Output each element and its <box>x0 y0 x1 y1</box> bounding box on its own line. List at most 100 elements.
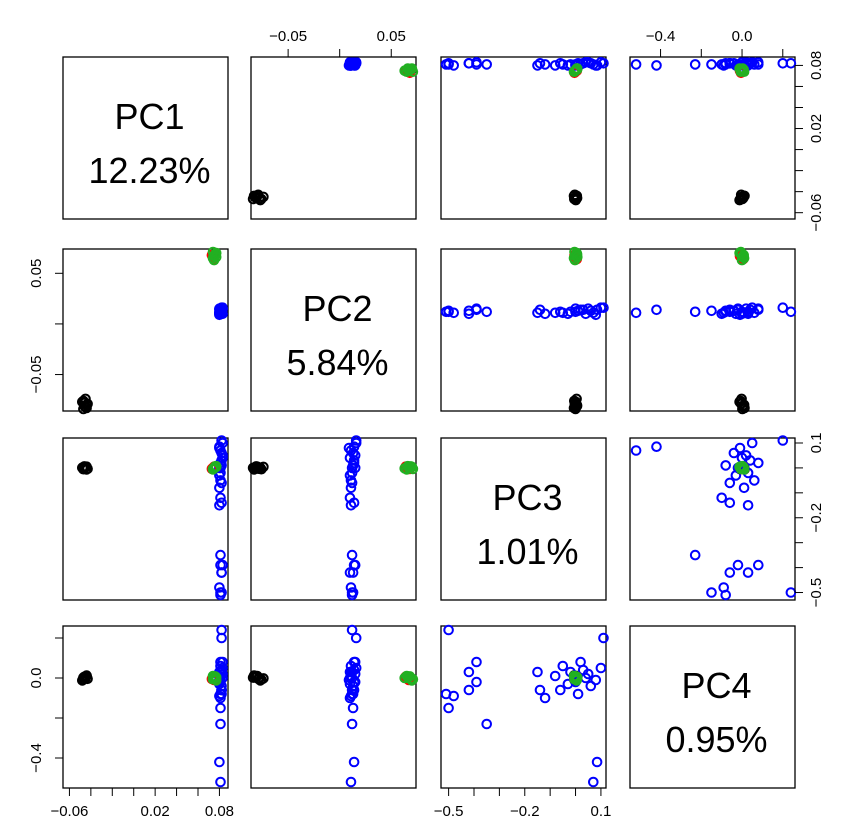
data-point-g1-p16 <box>534 58 546 69</box>
tick-label: −0.05 <box>28 356 45 394</box>
data-point-g1-p12 <box>216 477 227 489</box>
data-point-g1-p27 <box>345 582 357 593</box>
data-point-g0-p9 <box>737 193 748 205</box>
data-point-g1-p18 <box>481 59 493 70</box>
data-point-g1-p29 <box>471 304 482 316</box>
y-axis-pc4: −0.4 0.0 <box>28 637 64 773</box>
data-point-g1-p25 <box>598 632 609 644</box>
panel-frame <box>250 56 417 220</box>
data-point-g1-p15 <box>539 692 551 704</box>
tick-label: 0.1 <box>808 433 825 454</box>
data-point-g1-p18 <box>689 59 701 70</box>
data-point-g0-p9 <box>247 672 259 683</box>
tick-label: 0.08 <box>808 51 825 80</box>
data-point-g0-p8 <box>258 461 269 473</box>
data-point-g1-p28 <box>724 567 736 578</box>
data-point-g1-p12 <box>555 306 566 318</box>
data-point-g1-p16 <box>534 684 546 696</box>
data-point-g1-p18 <box>481 306 493 318</box>
data-point-g1-p29 <box>215 559 226 571</box>
data-point-g1-p17 <box>532 60 543 71</box>
data-point-g1-p27 <box>214 690 225 702</box>
data-point-g0-p9 <box>78 403 89 415</box>
data-point-g1-p24 <box>588 59 599 70</box>
data-point-g1-p11 <box>575 656 586 668</box>
data-point-g1-p18 <box>689 549 701 561</box>
data-point-g1-p29 <box>732 559 744 571</box>
diagonal-variable-name: PC3 <box>492 477 562 518</box>
data-point-g1-p10 <box>549 60 561 71</box>
y-axis-pc3: −0.5 −0.2 0.1 <box>794 433 825 608</box>
data-point-g1-p21 <box>706 587 717 598</box>
data-point-g1-p29 <box>471 59 482 70</box>
panel-pc3-pc4 <box>629 435 797 601</box>
data-point-g1-p18 <box>689 306 701 318</box>
data-point-g1-p17 <box>532 666 543 678</box>
tick-label: −0.4 <box>28 743 45 773</box>
data-point-g1-p25 <box>216 632 227 644</box>
panel-pc1-pc2 <box>247 56 419 220</box>
tick-label: −0.5 <box>808 578 825 608</box>
data-point-g1-p27 <box>448 60 460 71</box>
diagonal-variance-percent: 5.84% <box>286 342 388 383</box>
data-point-g1-p12 <box>555 684 566 696</box>
data-point-g1-p25 <box>598 58 609 69</box>
data-point-g3-p7 <box>210 460 222 472</box>
data-point-g1-p19 <box>471 656 482 668</box>
data-point-g1-p5 <box>572 688 584 700</box>
tick-label: −0.05 <box>269 28 307 45</box>
data-point-g1-p10 <box>549 307 561 319</box>
data-point-g1-p29 <box>471 676 482 688</box>
tick-label: 0.0 <box>732 28 753 45</box>
tick-label: −0.5 <box>434 803 464 820</box>
panel-frame <box>62 437 229 601</box>
data-point-g1-p21 <box>215 702 226 714</box>
data-point-g1-p17 <box>742 500 754 511</box>
data-point-g1-p4 <box>749 475 760 486</box>
data-point-g1-p19 <box>753 57 764 68</box>
tick-label: 0.05 <box>28 259 45 288</box>
panel-frame <box>440 625 607 789</box>
panel-pc4-pc3 <box>440 624 609 789</box>
diagonal-variance-percent: 1.01% <box>476 531 578 572</box>
tick-label: 0.0 <box>28 668 45 689</box>
data-point-g1-p27 <box>718 307 730 319</box>
data-point-g1-p29 <box>732 304 744 316</box>
data-point-g1-p27 <box>214 582 225 593</box>
data-point-g3-p6 <box>569 246 580 258</box>
panel-pc4-pc1 <box>62 624 229 789</box>
data-point-g0-p8 <box>258 673 269 684</box>
data-point-g1-p10 <box>214 482 225 494</box>
data-point-g0-p8 <box>736 393 747 405</box>
panel-frame <box>440 437 607 601</box>
panel-frame <box>440 56 607 220</box>
panel-pc3-pc1 <box>62 435 229 601</box>
data-point-g3-p7 <box>210 251 222 263</box>
data-point-g0-p9 <box>570 193 581 205</box>
panel-pc2-pc1 <box>62 246 229 415</box>
data-point-g3-p6 <box>735 246 747 258</box>
data-point-g1-p20 <box>742 567 754 578</box>
data-point-g1-p6 <box>734 442 746 454</box>
data-point-g1-p7 <box>746 437 758 449</box>
data-point-g1-p27 <box>448 690 460 702</box>
data-point-g1-p9 <box>728 447 740 459</box>
panel-pc2-pc3 <box>440 246 609 415</box>
data-point-g0-p9 <box>78 672 89 683</box>
data-point-g1-p29 <box>348 559 360 571</box>
data-point-g1-p23 <box>651 60 662 71</box>
data-point-g1-p23 <box>651 441 662 453</box>
data-point-g3-p7 <box>402 672 414 683</box>
data-point-g1-p23 <box>214 756 225 768</box>
data-point-g1-p24 <box>345 445 357 456</box>
data-point-g1-p14 <box>349 462 361 474</box>
data-point-g1-p18 <box>346 718 358 730</box>
data-point-g1-p17 <box>345 500 357 511</box>
data-point-g1-p29 <box>215 304 226 316</box>
data-point-g1-p27 <box>718 60 730 71</box>
data-point-g1-p25 <box>777 302 789 314</box>
data-point-g1-p25 <box>777 435 789 446</box>
data-point-g1-p21 <box>443 702 454 714</box>
data-point-g1-p24 <box>630 445 642 456</box>
data-point-g1-p18 <box>346 549 358 561</box>
